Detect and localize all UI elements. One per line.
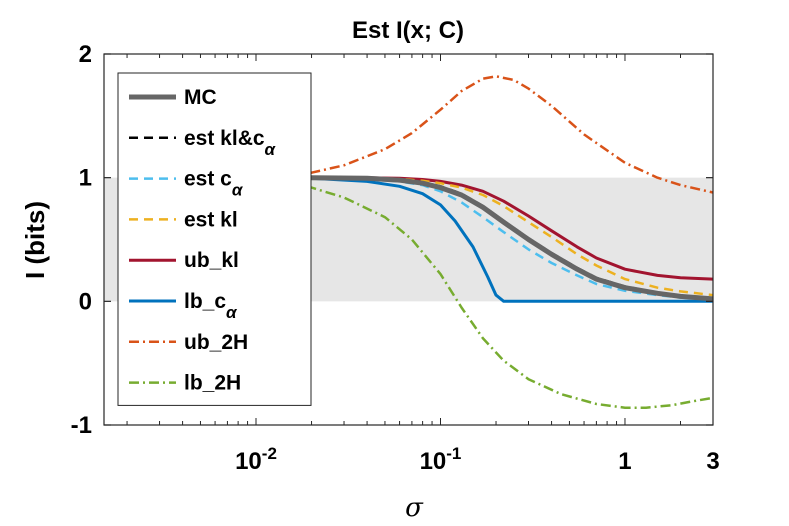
legend-label: est kl&cα (184, 127, 277, 159)
legend-label: lb_2H (184, 372, 241, 395)
x-tick-label: 10-1 (420, 444, 462, 475)
legend-label: lb_cα (184, 290, 238, 322)
legend-label: MC (184, 86, 217, 109)
plot-frame (103, 53, 714, 426)
legend-label: est kl (184, 208, 238, 231)
series-line-mc (270, 175, 713, 302)
x-tick-label: 3 (706, 448, 719, 475)
x-tick-label: 10-2 (235, 444, 277, 475)
series-line-est-kl (270, 176, 713, 297)
series-line-est-c (270, 176, 713, 301)
legend-label: ub_kl (184, 249, 239, 272)
y-tick-label: 0 (79, 288, 92, 315)
legend-box (117, 72, 312, 406)
y-axis-label: I (bits) (20, 201, 50, 279)
x-axis-label: σ (405, 493, 424, 523)
x-tick-label: 1 (618, 448, 631, 475)
series-line-lb-c (270, 176, 713, 303)
legend-label: est cα (184, 168, 244, 200)
series-line-ub-2h (270, 75, 713, 194)
chart-title: Est I(x; C) (352, 17, 464, 44)
legend: MC est kl&cα est cα est kl ub_kl lb_cα ub_2Hlb… (117, 72, 312, 406)
y-tick-label: -1 (71, 412, 92, 439)
legend-label: ub_2H (184, 331, 248, 354)
y-tick-label: 1 (79, 165, 92, 192)
series-line-lb-2h (127, 176, 713, 409)
y-tick-label: 2 (79, 41, 92, 68)
